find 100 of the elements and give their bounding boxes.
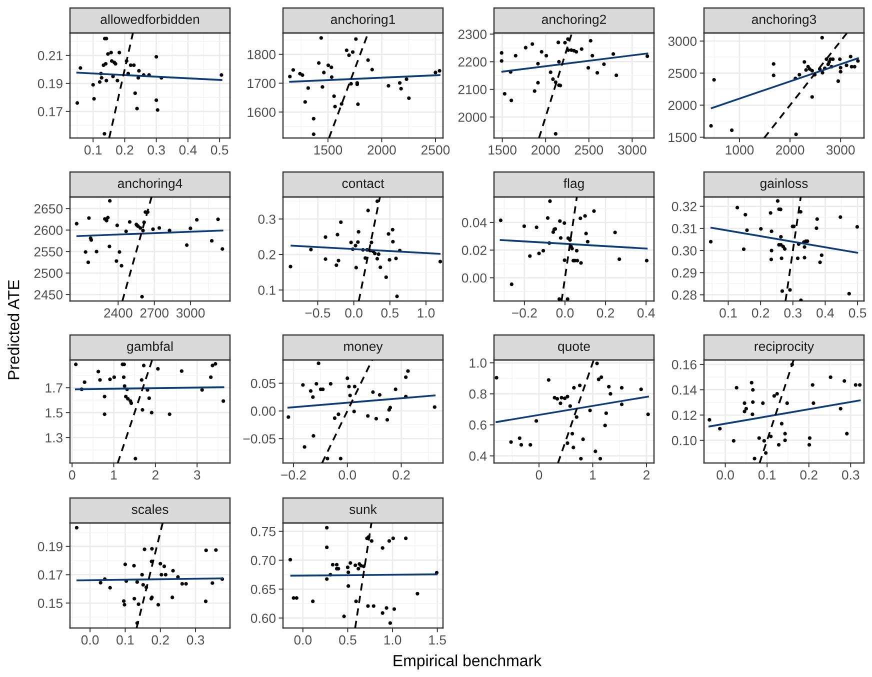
y-tick-label: 2500 <box>668 68 697 78</box>
y-tick-label: 0.30 <box>672 246 697 256</box>
x-tick-label: 1.0 <box>418 308 435 318</box>
y-tick-label: 2500 <box>34 268 63 278</box>
x-tick-label: 2000 <box>776 145 804 155</box>
x-tick-label: 0.3 <box>784 308 802 318</box>
x-tick-label: 0.5 <box>339 635 356 645</box>
y-tick-label: 0.00 <box>250 406 276 416</box>
x-tick-label: 0.2 <box>800 470 818 480</box>
y-tick-label: 0.00 <box>462 273 487 283</box>
x-tick-label: 1500 <box>488 145 516 155</box>
y-tick-label: 3000 <box>668 36 697 46</box>
chart-title: anchoring2 <box>542 14 606 27</box>
x-tick-label: 0 <box>68 470 76 480</box>
y-tick-label: 0.17 <box>38 570 62 580</box>
x-tick-label: 0.0 <box>294 635 312 645</box>
x-tick-label: 0.0 <box>716 470 734 480</box>
y-tick-label: 2650 <box>34 204 63 214</box>
chart-title: anchoring3 <box>752 14 816 27</box>
x-tick-label: 0.5 <box>381 308 398 318</box>
x-tick-label: 2400 <box>104 308 132 318</box>
chart-title: scales <box>132 504 168 514</box>
x-tick-label: 0.4 <box>179 145 197 155</box>
y-tick-label: 2450 <box>34 290 63 300</box>
y-tick-label: 0.1 <box>258 286 276 295</box>
x-tick-label: 0.2 <box>596 308 614 318</box>
y-tick-label: 1.5 <box>46 408 63 418</box>
x-tick-label: 0.2 <box>152 635 169 645</box>
x-tick-label: 0 <box>536 470 542 480</box>
y-tick-label: 0.65 <box>250 584 276 594</box>
x-tick-label: 0.1 <box>720 308 737 318</box>
x-tick-label: 3000 <box>826 145 855 155</box>
x-tick-label: 1.5 <box>429 635 446 645</box>
y-tick-label: 2200 <box>458 57 487 67</box>
x-tick-label: 1.0 <box>384 635 402 645</box>
y-tick-label: 1700 <box>248 78 276 88</box>
x-tick-label: 0.2 <box>116 145 134 155</box>
x-tick-label: 0.3 <box>186 635 204 645</box>
x-tick-label: 2000 <box>532 145 560 155</box>
x-tick-label: 0.4 <box>816 308 834 318</box>
x-tick-label: 2500 <box>574 145 604 155</box>
x-tick-label: 0.0 <box>345 308 362 318</box>
x-tick-label: 0.1 <box>116 635 134 645</box>
y-tick-label: 2000 <box>458 112 487 122</box>
x-tick-label: 0.5 <box>848 308 866 318</box>
y-tick-label: 2550 <box>34 247 63 256</box>
x-tick-label: 2700 <box>140 308 169 318</box>
chart-title: allowedforbidden <box>100 14 200 24</box>
chart-title: gambfal <box>127 341 173 354</box>
x-tick-label: 3000 <box>618 145 646 155</box>
y-tick-label: 0.21 <box>38 50 62 60</box>
chart-title: gainloss <box>760 178 808 191</box>
x-tick-label: 1500 <box>314 145 342 155</box>
x-tick-label: −0.2 <box>281 470 306 480</box>
chart-title: contact <box>342 179 384 188</box>
y-tick-label: 0.32 <box>672 202 696 212</box>
y-tick-label: −0.05 <box>243 434 276 444</box>
y-tick-label: 2600 <box>34 226 63 235</box>
y-tick-label: 0.14 <box>672 385 697 395</box>
y-tick-label: 0.15 <box>38 598 63 608</box>
chart-title: anchoring4 <box>118 178 182 191</box>
x-tick-label: 1 <box>111 470 117 480</box>
y-tick-label: 0.02 <box>462 246 486 256</box>
y-tick-label: 0.28 <box>672 290 696 300</box>
y-tick-label: 0.31 <box>672 224 696 234</box>
x-tick-label: −0.5 <box>305 308 330 318</box>
x-tick-label: 2000 <box>368 145 396 155</box>
y-tick-label: 1800 <box>248 50 276 60</box>
y-tick-label: 0.17 <box>38 106 62 116</box>
x-tick-label: 1 <box>590 470 596 480</box>
y-tick-label: 1.0 <box>470 358 487 368</box>
y-tick-label: 0.75 <box>250 526 276 536</box>
y-tick-label: 2300 <box>458 30 487 40</box>
x-tick-label: 2 <box>152 470 158 480</box>
x-tick-label: 0.5 <box>210 145 228 155</box>
x-tick-label: 0.2 <box>752 308 770 318</box>
x-tick-label: 2 <box>643 470 650 480</box>
x-tick-label: 2500 <box>421 145 450 155</box>
y-tick-label: 0.6 <box>469 420 486 430</box>
y-tick-label: 1500 <box>668 132 697 142</box>
y-tick-label: 0.8 <box>469 389 486 399</box>
x-tick-label: 0.1 <box>758 470 776 480</box>
y-tick-label: 0.3 <box>258 214 276 224</box>
y-tick-label: 0.4 <box>469 451 487 461</box>
y-tick-label: 0.70 <box>250 556 276 566</box>
x-tick-label: 0.0 <box>81 635 99 645</box>
y-tick-label: 0.04 <box>462 218 487 228</box>
x-tick-label: 0.2 <box>392 470 410 480</box>
x-tick-label: 3000 <box>176 308 205 318</box>
x-tick-label: 0.1 <box>84 145 102 155</box>
y-tick-label: 0.2 <box>258 250 276 260</box>
y-tick-label: 0.12 <box>672 410 696 420</box>
y-tick-label: 0.19 <box>38 78 62 88</box>
y-tick-label: 0.29 <box>672 268 696 278</box>
chart-title: reciprocity <box>754 341 814 354</box>
x-tick-label: 0.3 <box>842 470 860 480</box>
y-tick-label: 0.60 <box>250 614 276 623</box>
x-tick-label: 1000 <box>726 145 754 155</box>
chart-title: anchoring1 <box>330 14 396 27</box>
y-tick-label: 1.7 <box>46 383 62 392</box>
